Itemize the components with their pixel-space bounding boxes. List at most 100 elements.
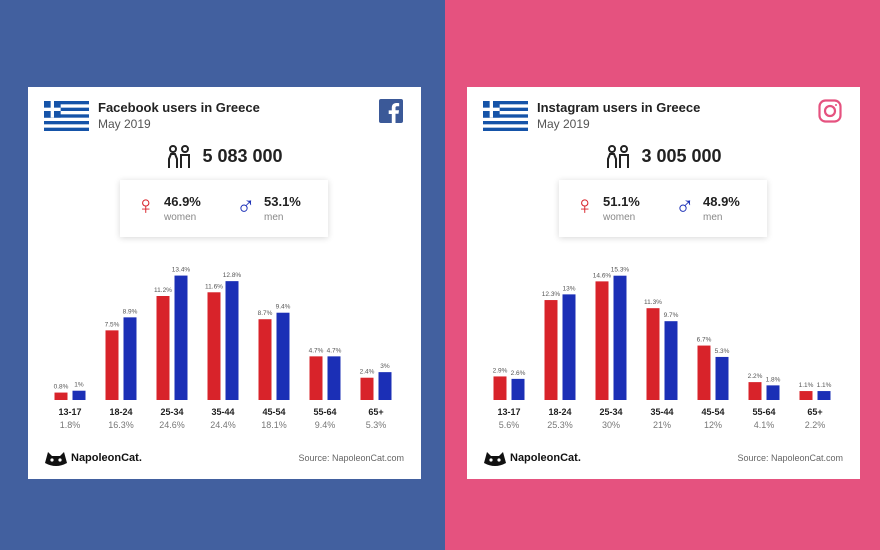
male-icon: ♂: [236, 190, 256, 220]
bar-men: [276, 312, 290, 400]
bar-value-label: 6.7%: [697, 337, 712, 344]
category-label: 13-17: [497, 407, 520, 417]
greece-flag-icon: [483, 101, 528, 131]
category-label: 25-34: [160, 407, 183, 417]
bar-men: [72, 390, 86, 400]
bar-value-label: 7.5%: [105, 321, 120, 328]
category-label: 13-17: [58, 407, 81, 417]
bar-women: [799, 391, 813, 400]
category-share-label: 4.1%: [754, 420, 775, 430]
bar-men: [511, 378, 525, 400]
bar-men: [378, 372, 392, 400]
men-percentage: 53.1%: [264, 194, 301, 209]
greece-flag-icon: [44, 101, 89, 131]
age-distribution-chart: 2.9% 2.6% 13-17 5.6% 12.3%13% 18-24 25.3% 14.6%…: [493, 267, 832, 430]
bar-value-label: 5.3%: [715, 348, 730, 355]
total-users: 3 005 000: [467, 145, 860, 169]
bar-women: [207, 292, 221, 400]
category-label: 35-44: [650, 407, 673, 417]
bar-value-label: 11.2%: [154, 287, 172, 294]
category-share-label: 12%: [704, 420, 722, 430]
bar-value-label: 2.4%: [360, 369, 375, 376]
category-share-label: 5.3%: [366, 420, 387, 430]
bar-value-label: 8.9%: [123, 308, 138, 315]
bar-men: [562, 294, 576, 400]
bar-value-label: 2.2%: [748, 373, 763, 380]
bar-value-label: 2.9%: [493, 367, 508, 374]
bar-value-label: 9.7%: [664, 312, 679, 319]
napoleoncat-logo: NapoleonCat.: [483, 447, 603, 471]
bar-men: [817, 391, 831, 400]
bar-value-label: 8.7%: [258, 310, 273, 317]
bar-value-label: 13%: [562, 285, 575, 292]
bar-women: [697, 345, 711, 400]
bar-women: [595, 281, 609, 400]
category-share-label: 18.1%: [261, 420, 287, 430]
date-subtitle: May 2019: [98, 117, 151, 131]
category-label: 45-54: [262, 407, 285, 417]
bar-value-label: 14.6%: [593, 272, 612, 279]
source-note: Source: NapoleonCat.com: [737, 453, 843, 463]
date-subtitle: May 2019: [537, 117, 590, 131]
category-label: 35-44: [211, 407, 234, 417]
category-label: 45-54: [701, 407, 724, 417]
bar-value-label: 0.8%: [54, 384, 69, 391]
page-title: Instagram users in Greece: [537, 100, 701, 115]
source-note: Source: NapoleonCat.com: [298, 453, 404, 463]
bar-women: [105, 330, 119, 400]
bar-women: [493, 376, 507, 400]
bar-value-label: 1%: [74, 382, 84, 389]
total-users-value: 3 005 000: [641, 145, 722, 166]
category-share-label: 25.3%: [547, 420, 573, 430]
bar-men: [766, 385, 780, 400]
instagram-card: Instagram users in Greece May 2019 3 005…: [467, 87, 860, 479]
cat-logo-icon: [484, 452, 506, 466]
page-title: Facebook users in Greece: [98, 100, 260, 115]
total-users: 5 083 000: [28, 145, 421, 169]
bar-value-label: 15.3%: [611, 267, 630, 274]
category-label: 18-24: [548, 407, 571, 417]
bar-women: [646, 308, 660, 400]
bar-women: [54, 392, 68, 400]
instagram-icon: [818, 99, 842, 123]
bar-women: [360, 377, 374, 400]
men-label: men: [703, 212, 723, 223]
category-share-label: 24.6%: [159, 420, 185, 430]
women-label: women: [603, 212, 636, 223]
bar-value-label: 11.3%: [644, 299, 662, 306]
category-label: 25-34: [599, 407, 622, 417]
bar-value-label: 13.4%: [172, 267, 191, 274]
bar-men: [174, 275, 188, 400]
gender-split-box: ♀ 46.9% women ♂ 53.1% men: [120, 180, 328, 237]
female-icon: ♀: [136, 190, 156, 220]
category-share-label: 24.4%: [210, 420, 236, 430]
facebook-card: Facebook users in Greece May 2019 5 083 …: [28, 87, 421, 479]
bar-women: [748, 382, 762, 400]
bar-men: [613, 275, 627, 400]
women-label: women: [164, 212, 197, 223]
category-share-label: 2.2%: [805, 420, 826, 430]
logo-text: NapoleonCat.: [510, 452, 581, 464]
men-percentage: 48.9%: [703, 194, 740, 209]
bar-men: [327, 356, 341, 400]
bar-women: [309, 356, 323, 400]
category-share-label: 30%: [602, 420, 620, 430]
bar-value-label: 3%: [380, 363, 390, 370]
total-users-value: 5 083 000: [202, 145, 283, 166]
women-percentage: 46.9%: [164, 194, 201, 209]
category-label: 65+: [807, 407, 822, 417]
bar-value-label: 12.8%: [223, 272, 242, 279]
category-label: 55-64: [313, 407, 336, 417]
female-icon: ♀: [575, 190, 595, 220]
bar-women: [258, 319, 272, 400]
cat-logo-icon: [45, 452, 67, 466]
bar-value-label: 1.1%: [817, 382, 832, 389]
bar-value-label: 2.6%: [511, 370, 526, 377]
category-share-label: 16.3%: [108, 420, 134, 430]
bar-men: [715, 356, 729, 400]
men-label: men: [264, 212, 284, 223]
age-distribution-chart: 0.8% 1% 13-17 1.8% 7.5%8.9% 18-24 16.3% 11.2% 13…: [54, 267, 392, 430]
bar-value-label: 1.1%: [799, 382, 814, 389]
bar-value-label: 4.7%: [327, 347, 342, 354]
logo-text: NapoleonCat.: [71, 452, 142, 464]
